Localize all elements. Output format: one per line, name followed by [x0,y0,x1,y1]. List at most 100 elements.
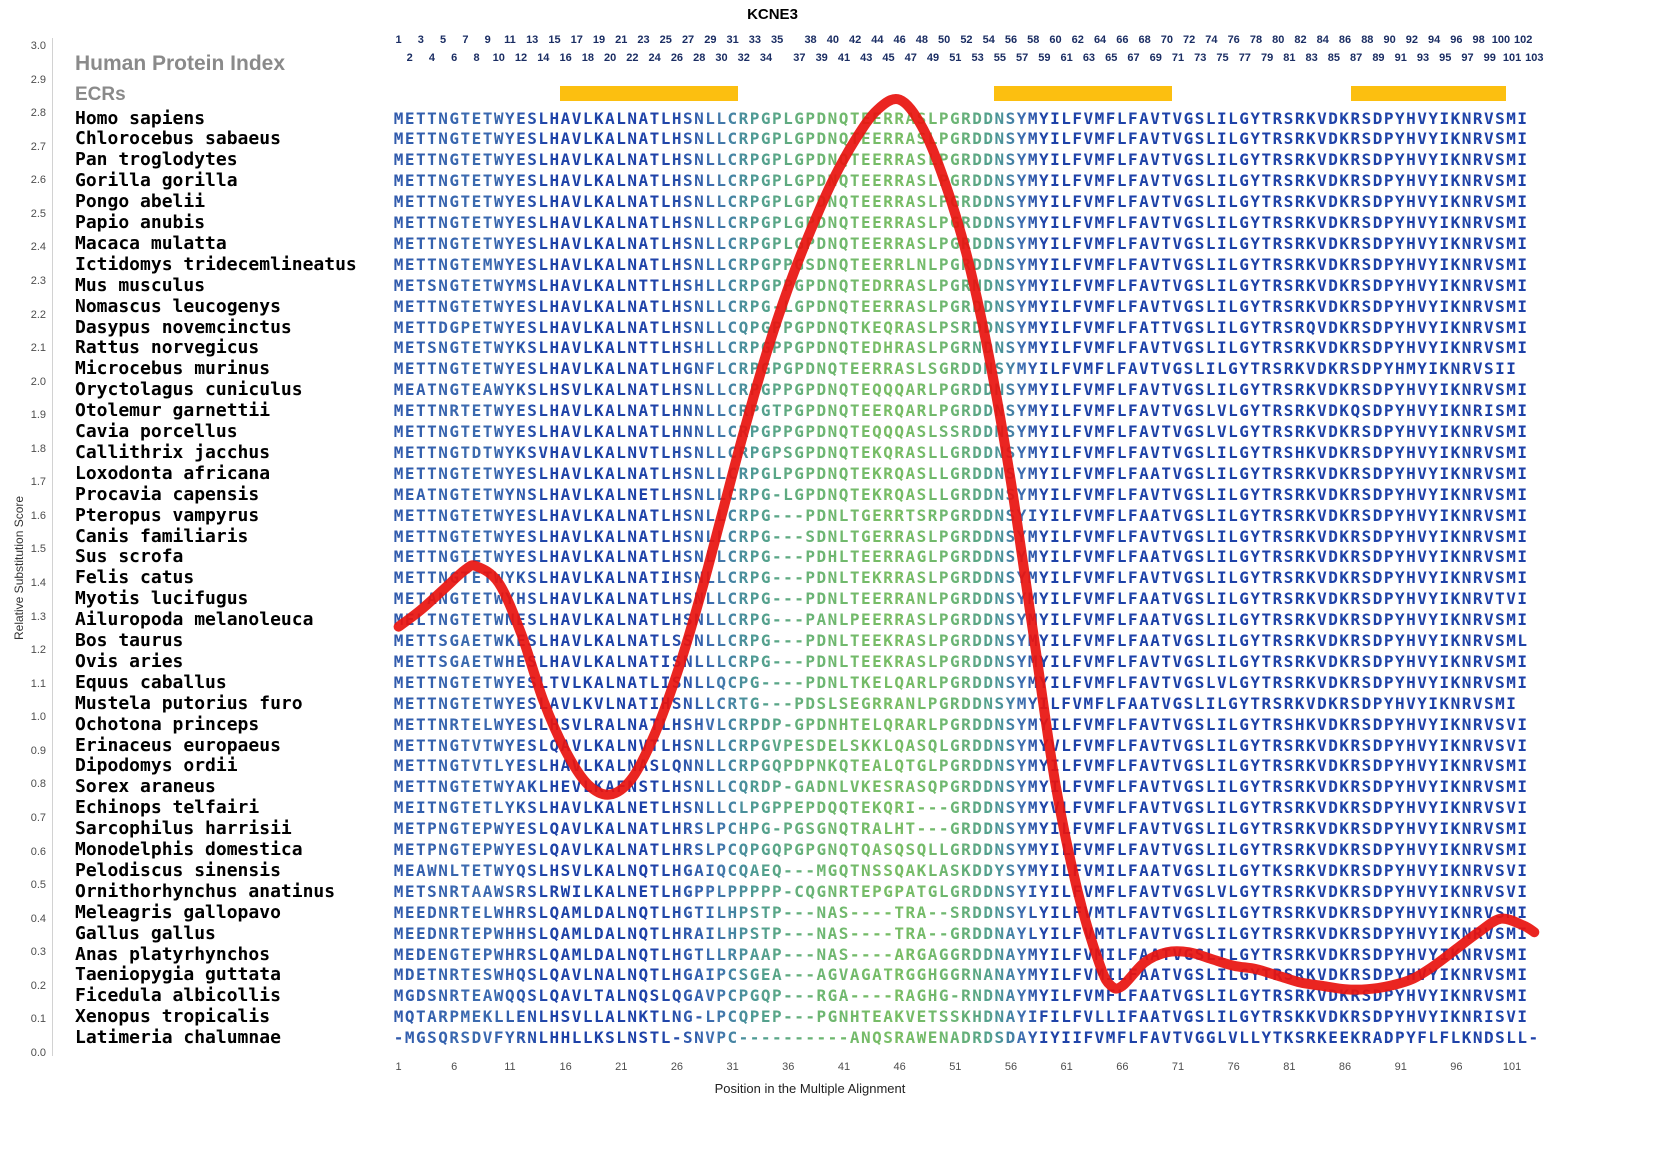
residue: P [794,693,804,713]
residue: Q [504,986,515,1006]
position-number: 16 [559,52,572,64]
residue: R [1272,275,1283,295]
residue: A [749,860,760,880]
residue: N [694,359,704,379]
residue: N [438,672,448,692]
residue: Y [1428,150,1438,170]
residue: T [849,463,860,483]
residue: A [905,735,916,755]
residue: R [1350,735,1361,755]
residue: G [1239,442,1249,462]
residue: E [471,1007,482,1027]
residue: A [905,568,916,588]
residue: Y [1428,463,1438,483]
residue: S [1283,442,1294,462]
residue: N [504,610,515,630]
residue: F [1105,192,1116,212]
residue: R [961,756,971,776]
residue: V [1083,401,1094,421]
residue: E [516,1007,526,1027]
residue: V [1483,589,1494,609]
residue: R [1294,108,1305,128]
residue: G [1183,401,1194,421]
residue: Y [1250,422,1260,441]
residue: L [660,338,671,358]
residue: L [538,860,548,880]
residue: G [938,693,949,713]
residue: P [760,881,771,901]
residue: D [1372,965,1383,985]
residue: H [1406,129,1416,149]
residue: F [1127,756,1138,776]
residue: R [1472,401,1483,421]
residue: I [1439,547,1450,567]
residue: L [1228,756,1238,776]
residue: L [660,380,671,400]
residue: S [527,150,537,170]
residue: H [1406,463,1416,483]
residue: S [682,798,693,818]
sequence-row: METTNGTETWYKSLHAVLKALNATIHSNLLCRPG---PDN… [393,567,1528,588]
residue: V [1483,338,1494,358]
residue: G [1183,422,1194,441]
residue: A [638,359,649,379]
residue: F [1105,986,1116,1006]
residue: N [1461,129,1472,149]
residue: V [571,860,582,880]
residue: S [527,965,537,985]
residue: T [1261,108,1272,128]
residue: H [549,233,560,253]
residue: Y [504,672,515,692]
residue: N [627,568,637,588]
residue: I [1050,401,1060,421]
residue: N [627,923,637,943]
residue: L [660,505,671,525]
residue: S [560,714,571,734]
residue: N [694,505,704,525]
residue: A [1139,213,1149,232]
residue: R [449,881,459,901]
residue: Y [1250,233,1260,253]
x-tick-label: 91 [1394,1061,1407,1073]
residue: R [1472,610,1483,630]
residue: T [1150,359,1160,379]
residue: V [1305,359,1316,379]
residue: S [1495,213,1505,232]
residue: K [1339,672,1349,692]
residue: M [393,840,404,859]
residue: D [1372,526,1383,546]
residue: I [1050,568,1060,588]
residue: K [883,651,893,671]
residue: E [872,777,882,797]
residue: N [994,317,1005,337]
residue: G [905,965,916,985]
residue: S [1005,526,1016,546]
residue: V [1150,714,1160,734]
residue: R [738,651,749,671]
residue: N [627,1007,637,1027]
residue: Y [504,589,515,609]
residue: H [504,944,515,964]
residue: L [538,923,548,943]
residue: F [1127,254,1138,274]
residue: R [961,610,971,630]
residue: G [1239,401,1249,421]
residue: R [1339,359,1349,379]
residue: G [794,108,804,128]
residue: D [816,213,827,232]
y-tick-label: 0.1 [30,1013,46,1026]
residue: V [571,965,582,985]
residue: T [427,568,437,588]
residue: T [849,233,860,253]
y-tick-label: 0.4 [30,912,46,925]
residue: - [783,777,793,797]
residue: W [493,150,504,170]
residue: M [393,401,404,421]
residue: F [1105,735,1116,755]
residue: Y [1038,881,1049,901]
residue: H [1294,442,1305,462]
residue: M [1094,380,1105,400]
residue: D [983,213,993,232]
residue: V [1417,672,1427,692]
residue: V [1417,735,1427,755]
